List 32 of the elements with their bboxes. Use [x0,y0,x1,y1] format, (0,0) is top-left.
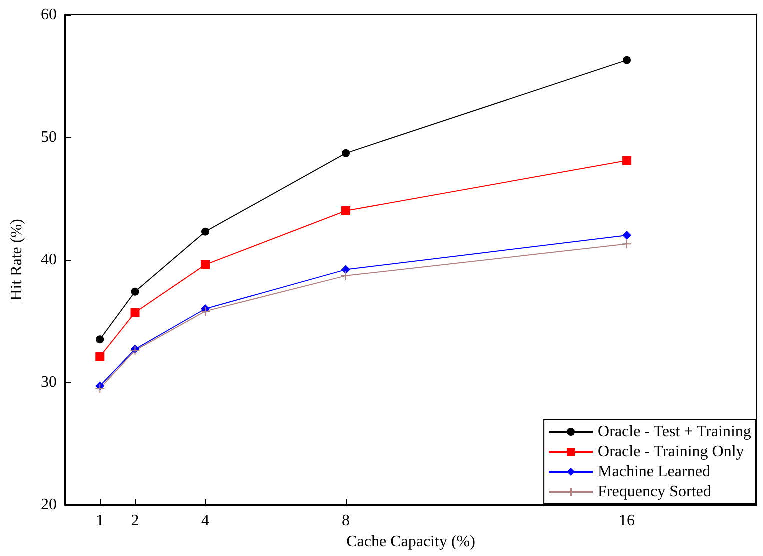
point [95,384,106,394]
point [341,270,352,281]
point [201,260,210,270]
point [130,308,140,318]
point [96,352,105,362]
x-tick-label: 16 [619,512,636,530]
point [96,336,104,344]
point [131,288,140,296]
legend-label: Oracle - Training Only [598,444,744,460]
y-tick-label: 40 [41,252,57,268]
point [202,228,210,236]
point [622,239,632,250]
x-axis-title: Cache Capacity (%) [346,533,476,550]
point [342,206,351,216]
y-tick-label: 50 [41,129,57,146]
y-tick-label: 20 [41,496,57,514]
point [623,56,632,64]
x-tick-label: 8 [342,512,350,530]
legend-label: Machine Learned [598,464,710,480]
y-tick-label: 30 [41,374,57,391]
x-tick-label: 4 [202,512,210,530]
y-tick-label: 60 [41,6,57,24]
y-axis-title: Hit Rate (%) [8,219,26,301]
legend-label: Frequency Sorted [598,484,712,500]
x-tick-label: 2 [131,512,140,530]
point [622,156,632,166]
legend-label: Oracle - Test + Training [598,424,752,440]
point [622,231,632,240]
point [342,149,350,158]
x-tick-label: 1 [96,512,104,530]
point [342,265,351,274]
point [200,306,211,316]
